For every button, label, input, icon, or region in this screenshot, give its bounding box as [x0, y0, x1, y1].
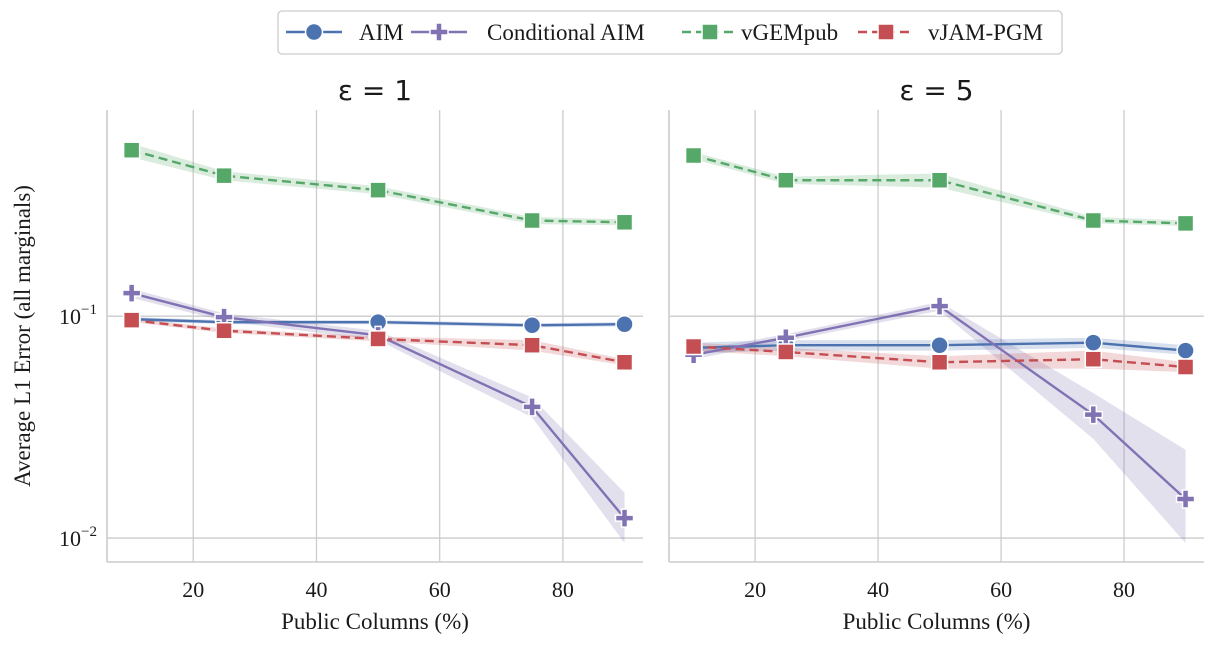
data-point-vjam-pgm: [615, 353, 634, 372]
data-point-vgempub: [122, 141, 141, 159]
data-point-vjam-pgm: [122, 311, 141, 329]
x-axis-label: Public Columns (%): [281, 609, 469, 634]
data-point-conditional-aim: [1175, 489, 1196, 509]
panel-2: 20 40 60 80 ε = 5 Public Columns (%): [668, 74, 1204, 634]
data-point-vgempub: [369, 181, 387, 199]
data-point-conditional-aim: [121, 283, 142, 303]
x-tick-label: 20: [744, 577, 766, 602]
data-point-vgempub: [523, 211, 541, 230]
x-tick-label: 80: [1113, 577, 1135, 602]
data-point-aim: [522, 316, 542, 335]
data-point-vgempub: [615, 213, 634, 232]
legend-marker-aim: [304, 22, 324, 42]
series-line-vgempub: [131, 149, 625, 224]
data-point-aim: [615, 314, 634, 334]
legend-item-conditional-aim: Conditional AIM: [411, 20, 645, 45]
legend-marker-vgempub: [701, 23, 719, 41]
data-point-vjam-pgm: [684, 337, 703, 356]
data-point-conditional-aim: [614, 508, 635, 528]
legend-label: Conditional AIM: [487, 20, 645, 45]
data-point-vjam-pgm: [1176, 358, 1195, 376]
data-point-vjam-pgm: [215, 321, 233, 340]
x-tick-label: 20: [182, 577, 204, 602]
data-point-vjam-pgm: [930, 353, 949, 372]
x-tick-label: 60: [990, 577, 1012, 602]
data-point-conditional-aim: [929, 296, 950, 316]
data-point-aim: [1176, 341, 1195, 360]
legend-item-aim: AIM: [286, 20, 404, 45]
x-tick-label: 80: [552, 577, 574, 602]
series-line-conditional-aim: [693, 304, 1187, 500]
panel-title: ε = 1: [338, 74, 412, 107]
legend-label: vJAM-PGM: [928, 20, 1043, 45]
confidence-band-conditional-aim: [693, 301, 1186, 544]
legend-label: AIM: [359, 20, 404, 45]
legend-marker-conditional-aim: [429, 22, 449, 42]
y-tick-label: 10−1: [59, 302, 97, 329]
data-point-vgempub: [215, 166, 233, 185]
data-point-conditional-aim: [522, 397, 542, 417]
x-tick-label: 40: [867, 577, 889, 602]
legend-item-vgempub: vGEMpub: [682, 20, 838, 45]
data-point-vjam-pgm: [777, 343, 795, 361]
x-tick-label: 40: [305, 577, 327, 602]
series-line-vjam-pgm: [131, 318, 625, 364]
data-point-vjam-pgm: [1084, 350, 1103, 368]
legend-label: vGEMpub: [741, 20, 838, 45]
data-point-vgempub: [777, 171, 795, 189]
y-axis-label: Average L1 Error (all marginals): [10, 185, 35, 487]
data-point-vgempub: [684, 146, 703, 165]
y-tick-label: 10−2: [59, 524, 97, 551]
legend: AIM Conditional AIM vGEMpub vJAM-PGM: [277, 10, 1063, 55]
data-point-vgempub: [1084, 211, 1103, 230]
data-point-conditional-aim: [1083, 404, 1104, 425]
data-point-vjam-pgm: [523, 336, 541, 354]
data-point-vgempub: [930, 171, 949, 189]
panel-title: ε = 5: [899, 74, 973, 107]
x-tick-label: 60: [429, 577, 451, 602]
x-axis-label: Public Columns (%): [843, 609, 1031, 634]
data-point-aim: [1084, 333, 1103, 352]
panel-1: 20 40 60 80 10−1 10−2 ε = 1 Public Columns (%): [59, 74, 643, 634]
data-point-vjam-pgm: [369, 330, 387, 348]
data-point-aim: [930, 335, 949, 355]
legend-item-vjam-pgm: vJAM-PGM: [858, 20, 1043, 45]
legend-frame: [277, 10, 1063, 55]
data-point-vgempub: [1176, 214, 1195, 233]
legend-marker-vjam-pgm: [877, 23, 895, 41]
series-line-vgempub: [693, 154, 1186, 225]
